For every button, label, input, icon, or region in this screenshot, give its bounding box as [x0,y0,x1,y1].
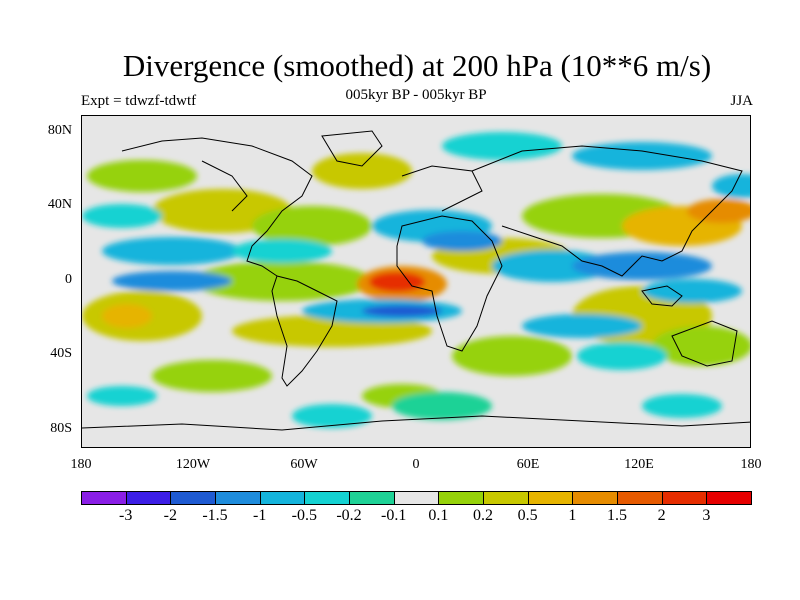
colorbar-swatch [438,491,484,505]
lat-label: 80S [50,421,72,436]
colorbar-label: -0.2 [336,507,362,524]
lat-label: 40N [47,197,72,212]
divergence-field [82,132,750,428]
colorbar-swatch [483,491,529,505]
lon-label: 60W [290,457,318,472]
colorbar-label: -0.1 [380,507,407,524]
colorbar-swatch [304,491,350,505]
season-label: JJA [730,93,753,109]
experiment-label: Expt = tdwzf-tdwtf [81,93,197,109]
plot-subtitle: 005kyr BP - 005kyr BP [345,87,487,103]
colorbar-label: 1.5 [607,507,627,524]
colorbar-label: 2 [657,507,666,524]
coastlines [82,130,750,431]
colorbar-label: 0.2 [473,507,493,524]
colorbar-swatch [661,491,708,505]
lon-label: 180 [740,457,762,472]
colorbar-label: 1 [568,507,577,524]
colorbar-swatch [527,491,574,505]
lon-label: 120W [175,457,211,472]
colorbar-swatch [393,491,440,505]
lon-label: 120E [624,457,654,472]
lon-label: 0 [412,457,420,472]
lat-label: 40S [50,346,72,361]
colorbar-swatch [706,491,752,505]
lon-label: 60E [516,457,540,472]
colorbar [81,491,752,505]
colorbar-label: 3 [702,507,711,524]
colorbar-swatch [215,491,261,505]
lon-label: 180 [70,457,92,472]
colorbar-swatch [170,491,216,505]
lat-label: 0 [65,272,72,287]
colorbar-label: -0.5 [291,507,317,524]
lat-label: 80N [47,123,72,138]
plot-title: Divergence (smoothed) at 200 hPa (10**6 … [122,48,712,83]
colorbar-swatch [617,491,663,505]
colorbar-swatch [81,491,127,505]
colorbar-swatch [259,491,306,505]
colorbar-swatch [349,491,395,505]
colorbar-label: -3 [118,507,133,524]
colorbar-swatch [125,491,172,505]
colorbar-label: -2 [163,507,177,524]
colorbar-label: -1.5 [202,507,228,524]
colorbar-label: 0.1 [428,507,449,524]
divergence-map [81,115,751,448]
colorbar-label: 0.5 [517,507,538,524]
map-field [82,130,750,431]
colorbar-swatch [572,491,618,505]
colorbar-label: -1 [252,507,267,524]
